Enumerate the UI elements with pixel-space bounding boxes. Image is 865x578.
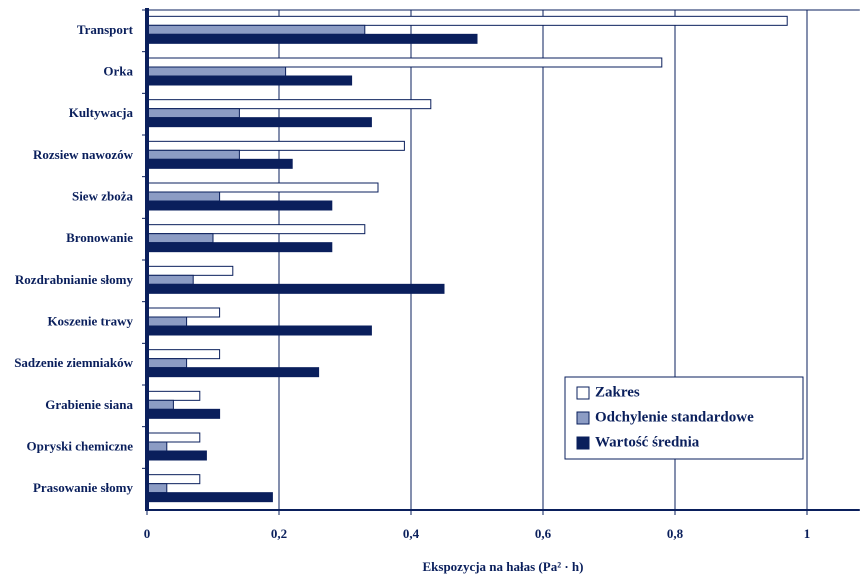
bar: [146, 358, 188, 369]
y-tick-label: Sadzenie ziemniaków: [14, 355, 133, 370]
bar: [146, 367, 320, 378]
bar: [146, 399, 174, 410]
x-axis-title: Ekspozycja na hałas (Pa² · h): [422, 559, 583, 574]
bar: [146, 242, 333, 253]
bar: [146, 140, 405, 151]
bar: [146, 108, 240, 119]
bar: [146, 15, 788, 26]
legend-swatch: [576, 386, 590, 400]
bar: [146, 149, 240, 160]
legend-swatch: [576, 436, 590, 450]
bar: [146, 99, 432, 110]
bar: [146, 158, 293, 169]
bar: [146, 117, 372, 128]
bar: [146, 283, 445, 294]
bar: [146, 200, 333, 211]
y-tick-label: Rozdrabnianie słomy: [15, 272, 134, 287]
legend-label: Odchylenie standardowe: [595, 409, 754, 425]
bar: [146, 57, 663, 68]
x-tick-label: 1: [804, 526, 811, 541]
bar: [146, 450, 207, 461]
legend-label: Zakres: [595, 384, 640, 400]
bar: [146, 191, 221, 202]
y-tick-label: Siew zboża: [72, 188, 134, 203]
bar: [146, 307, 221, 318]
bar: [146, 316, 188, 327]
bar: [146, 441, 168, 452]
bar: [146, 274, 194, 285]
bar: [146, 432, 201, 443]
y-tick-label: Rozsiew nawozów: [33, 147, 134, 162]
x-tick-label: 0,2: [271, 526, 287, 541]
bar: [146, 33, 478, 44]
y-tick-label: Transport: [77, 22, 134, 37]
bar: [146, 233, 214, 244]
y-tick-label: Orka: [103, 63, 133, 78]
bar: [146, 182, 379, 193]
y-tick-label: Bronowanie: [66, 230, 133, 245]
legend-box: [564, 376, 804, 460]
bar: [146, 75, 353, 86]
bar: [146, 492, 273, 503]
y-tick-label: Opryski chemiczne: [26, 438, 133, 453]
bar: [146, 24, 366, 35]
bar: [146, 224, 366, 235]
bar: [146, 390, 201, 401]
legend-swatch: [576, 411, 590, 425]
y-tick-label: Kultywacja: [69, 105, 134, 120]
bar: [146, 483, 168, 494]
x-tick-label: 0,6: [535, 526, 552, 541]
x-tick-label: 0,4: [403, 526, 420, 541]
bar: [146, 349, 221, 360]
bar: [146, 408, 221, 419]
bar: [146, 265, 234, 276]
bar: [146, 474, 201, 485]
x-tick-label: 0,8: [667, 526, 684, 541]
legend-label: Wartość średnia: [595, 434, 700, 450]
y-tick-label: Koszenie trawy: [47, 313, 133, 328]
y-tick-label: Grabienie siana: [45, 397, 133, 412]
bar: [146, 325, 372, 336]
x-tick-label: 0: [144, 526, 151, 541]
y-tick-label: Prasowanie słomy: [33, 480, 134, 495]
bar: [146, 66, 287, 77]
